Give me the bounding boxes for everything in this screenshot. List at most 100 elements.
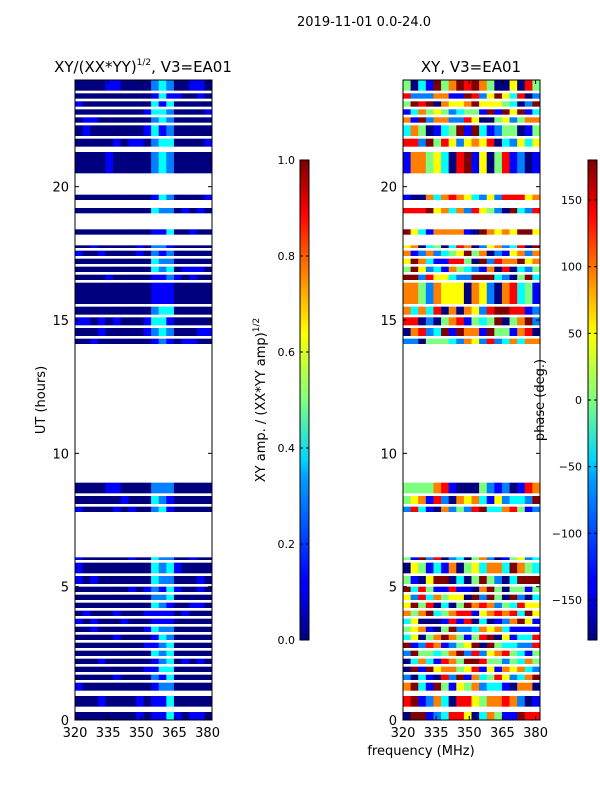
heatmap-cell (173, 194, 182, 200)
heatmap-cell (501, 594, 510, 600)
heatmap-cell (463, 610, 472, 616)
heatmap-cell (441, 117, 450, 123)
heatmap-cell (425, 80, 434, 91)
heatmap-cell (494, 338, 503, 344)
coherence-colorbar-ticks: 0.00.20.40.60.81.0 (278, 154, 309, 647)
heatmap-cell (82, 674, 91, 680)
heatmap-cell (410, 80, 419, 91)
heatmap-cell (418, 696, 427, 707)
heatmap-cell (105, 634, 114, 640)
heatmap-cell (532, 194, 541, 200)
heatmap-cell (418, 506, 427, 512)
heatmap-cell (113, 266, 122, 272)
heatmap-cell (196, 338, 205, 344)
heatmap-cell (143, 194, 152, 200)
heatmap-cell (97, 101, 106, 107)
heatmap-cell (82, 496, 91, 504)
heatmap-cell (441, 138, 450, 147)
heatmap-cell (135, 306, 144, 315)
heatmap-cell (151, 317, 160, 326)
heatmap-cell (120, 658, 129, 664)
heatmap-cell (196, 274, 205, 280)
y-tick-label: 5 (61, 581, 69, 596)
heatmap-cell (151, 245, 160, 248)
heatmap-cell (418, 138, 427, 147)
heatmap-cell (501, 266, 510, 272)
heatmap-cell (120, 208, 129, 214)
heatmap-cell (441, 618, 450, 624)
heatmap-cell (158, 712, 167, 720)
heatmap-cell (456, 482, 465, 494)
heatmap-cell (463, 306, 472, 315)
heatmap-cell (204, 80, 213, 91)
heatmap-cell (196, 306, 205, 315)
heatmap-cell (143, 482, 152, 494)
heatmap-cell (441, 594, 450, 600)
heatmap-cell (113, 250, 122, 256)
heatmap-cell (509, 650, 518, 656)
heatmap-cell (113, 618, 122, 624)
heatmap-cell (90, 682, 99, 691)
heatmap-cell (403, 258, 412, 264)
heatmap-cell (166, 208, 175, 214)
heatmap-cell (456, 610, 465, 616)
heatmap-cell (494, 496, 503, 504)
heatmap-cell (403, 282, 412, 304)
heatmap-cell (196, 594, 205, 600)
heatmap-band (403, 258, 541, 264)
heatmap-cell (105, 674, 114, 680)
heatmap-cell (173, 258, 182, 264)
heatmap-cell (403, 626, 412, 632)
heatmap-cell (189, 194, 198, 200)
heatmap-cell (143, 274, 152, 280)
heatmap-band (75, 266, 213, 272)
heatmap-cell (97, 658, 106, 664)
heatmap-cell (158, 674, 167, 680)
heatmap-cell (105, 125, 114, 136)
heatmap-cell (166, 274, 175, 280)
heatmap-cell (143, 125, 152, 136)
heatmap-cell (517, 117, 526, 123)
heatmap-cell (486, 696, 495, 707)
heatmap-cell (120, 482, 129, 494)
heatmap-cell (166, 338, 175, 344)
heatmap-cell (135, 245, 144, 248)
heatmap-cell (524, 650, 533, 656)
heatmap-cell (196, 642, 205, 648)
heatmap-cell (410, 594, 419, 600)
heatmap-cell (82, 208, 91, 214)
heatmap-cell (75, 93, 84, 99)
heatmap-cell (517, 618, 526, 624)
heatmap-cell (181, 506, 190, 512)
heatmap-cell (410, 338, 419, 344)
heatmap-cell (433, 80, 442, 91)
heatmap-cell (501, 506, 510, 512)
heatmap-cell (75, 208, 84, 214)
heatmap-cell (189, 666, 198, 672)
heatmap-cell (517, 258, 526, 264)
heatmap-cell (105, 138, 114, 147)
heatmap-cell (433, 650, 442, 656)
heatmap-cell (204, 642, 213, 648)
heatmap-cell (425, 317, 434, 326)
heatmap-cell (189, 208, 198, 214)
heatmap-cell (166, 317, 175, 326)
heatmap-cell (128, 138, 137, 147)
heatmap-cell (204, 712, 213, 720)
heatmap-cell (456, 282, 465, 304)
heatmap-cell (196, 93, 205, 99)
heatmap-cell (524, 674, 533, 680)
heatmap-cell (403, 666, 412, 672)
heatmap-cell (181, 93, 190, 99)
heatmap-cell (532, 338, 541, 344)
heatmap-cell (151, 306, 160, 315)
heatmap-cell (463, 557, 472, 560)
heatmap-cell (82, 626, 91, 632)
heatmap-cell (448, 594, 457, 600)
heatmap-cell (532, 282, 541, 304)
heatmap-cell (463, 674, 472, 680)
heatmap-cell (486, 666, 495, 672)
heatmap-cell (471, 258, 480, 264)
heatmap-cell (532, 258, 541, 264)
heatmap-cell (105, 306, 114, 315)
